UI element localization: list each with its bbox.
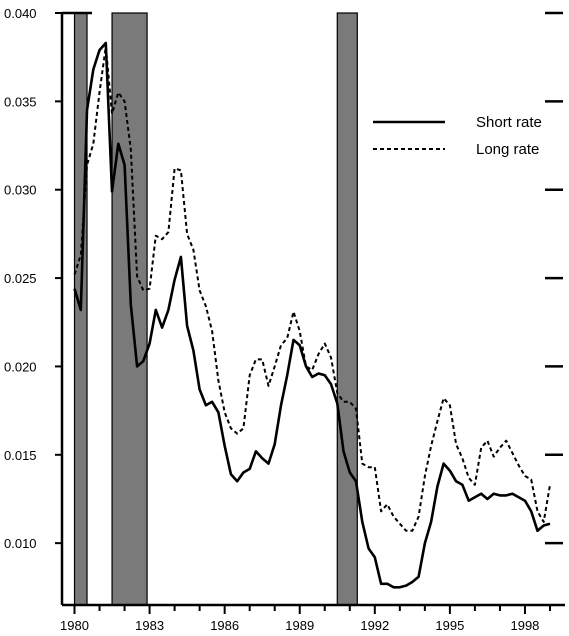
y-tick-label: 0.030 — [4, 183, 37, 198]
y-tick-label: 0.025 — [4, 271, 37, 286]
x-tick-label: 1998 — [510, 618, 539, 633]
legend-label-short-rate: Short rate — [476, 114, 542, 131]
x-tick-label: 1992 — [360, 618, 389, 633]
x-tick-label: 1983 — [135, 618, 164, 633]
axis-ticks: 0.010 0.015 0.020 0.025 0.030 0.035 0.040 1980 1… — [4, 6, 563, 633]
x-tick-label: 1989 — [285, 618, 314, 633]
series-lines — [73, 41, 551, 589]
y-tick-label: 0.010 — [4, 536, 37, 551]
x-tick-label: 1980 — [60, 618, 89, 633]
y-tick-label: 0.040 — [4, 6, 37, 21]
legend-label-long-rate: Long rate — [476, 141, 539, 158]
series-line-short-rate — [73, 41, 551, 589]
recession-bands — [73, 12, 358, 606]
x-tick-label: 1995 — [435, 618, 464, 633]
legend: Short rate Long rate — [373, 114, 542, 158]
y-tick-label: 0.035 — [4, 94, 37, 109]
recession-band-3 — [336, 12, 358, 606]
axes — [60, 11, 565, 607]
recession-band-2 — [111, 12, 148, 606]
series-line-long-rate — [73, 45, 551, 532]
x-tick-label: 1986 — [210, 618, 239, 633]
y-tick-label: 0.020 — [4, 359, 37, 374]
y-tick-label: 0.015 — [4, 448, 37, 463]
